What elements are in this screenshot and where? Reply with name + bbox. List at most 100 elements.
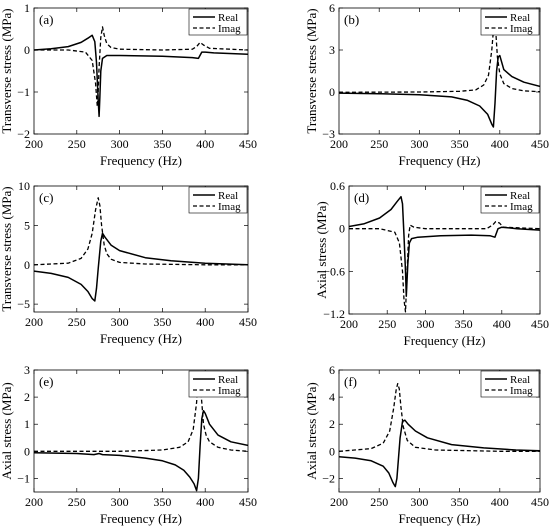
- chart-panel-3: 200 250 300 350 400 450 −5 0 5 10 (c) Frequency (Hz…: [0, 179, 257, 346]
- legend-box: [480, 8, 540, 36]
- legend-label-imag: Imag: [510, 385, 533, 397]
- x-axis-label: Frequency (Hz): [100, 153, 182, 168]
- y-tick-label: 4: [329, 390, 335, 404]
- x-tick-label: 400: [196, 315, 214, 329]
- x-tick-label: 200: [330, 137, 348, 151]
- series-line-imag: [349, 220, 540, 313]
- x-tick-label: 400: [196, 137, 214, 151]
- series-line-real: [339, 419, 540, 488]
- series-line-real: [34, 232, 248, 302]
- x-tick-label: 350: [153, 315, 171, 329]
- axes-frame: [33, 369, 249, 493]
- x-tick-label: 300: [410, 137, 428, 151]
- y-tick-label: −1.2: [323, 307, 345, 321]
- x-tick-label: 250: [378, 317, 396, 331]
- legend-box: [188, 8, 248, 36]
- legend-label-imag: Imag: [218, 385, 241, 397]
- y-tick-label: −3: [322, 127, 335, 141]
- y-tick-label: −1: [17, 85, 30, 99]
- legend-box: [480, 186, 540, 214]
- y-tick-label: 5: [24, 218, 30, 232]
- y-tick-label: 0: [329, 85, 335, 99]
- x-tick-label: 200: [330, 495, 348, 509]
- legend-label-real: Real: [510, 374, 530, 386]
- legend-label-real: Real: [510, 12, 530, 24]
- x-tick-label: 450: [239, 495, 257, 509]
- x-tick-label: 300: [416, 317, 434, 331]
- y-tick-label: 0: [329, 444, 335, 458]
- x-tick-label: 450: [239, 137, 257, 151]
- legend-label-imag: Imag: [218, 23, 241, 35]
- series-line-real: [34, 34, 248, 118]
- y-tick-label: 3: [329, 43, 335, 57]
- legend-label-real: Real: [218, 190, 238, 202]
- panel-label: (d): [354, 190, 369, 205]
- series-line-imag: [34, 372, 248, 452]
- x-tick-label: 300: [410, 495, 428, 509]
- x-tick-label: 300: [111, 137, 129, 151]
- y-tick-label: 2: [329, 417, 335, 431]
- x-tick-label: 400: [491, 137, 509, 151]
- y-axis-label: Transverse stress (MPa): [0, 186, 14, 311]
- axes-frame: [33, 185, 249, 313]
- panel-label: (a): [39, 12, 53, 27]
- chart-panel-1: 200 250 300 350 400 450 −2 −1 0 1 (a) Frequency (Hz…: [0, 1, 257, 168]
- x-tick-label: 350: [153, 137, 171, 151]
- legend-label-imag: Imag: [510, 201, 533, 213]
- axes-frame: [33, 7, 249, 135]
- panel-label: (b): [344, 12, 359, 27]
- chart-panel-2: 200 250 300 350 400 450 −3 0 3 6 (b) Frequency (Hz)…: [304, 1, 549, 168]
- x-tick-label: 200: [25, 315, 43, 329]
- legend-label-real: Real: [218, 12, 238, 24]
- x-tick-label: 200: [25, 495, 43, 509]
- x-tick-label: 450: [531, 137, 549, 151]
- y-tick-label: 0.6: [330, 179, 345, 193]
- y-tick-label: −0.6: [323, 264, 345, 278]
- y-axis-label: Axial stress (MPa): [0, 382, 14, 480]
- x-axis-label: Frequency (Hz): [404, 333, 486, 348]
- series-line-real: [349, 195, 540, 297]
- legend-box: [188, 370, 248, 398]
- series-line-real: [339, 54, 540, 128]
- x-axis-label: Frequency (Hz): [100, 511, 182, 526]
- series-line-imag: [34, 197, 248, 266]
- panel-label: (e): [39, 374, 53, 389]
- legend-label-imag: Imag: [510, 23, 533, 35]
- chart-panel-6: 200 250 300 350 400 450 −2 0 2 4 6 (f) Frequency (Hz…: [304, 363, 549, 526]
- x-tick-label: 300: [111, 495, 129, 509]
- axes-frame: [338, 7, 541, 135]
- series-line-imag: [34, 26, 248, 108]
- y-tick-label: −2: [17, 127, 30, 141]
- legend-box: [480, 370, 540, 398]
- y-tick-label: 0: [24, 43, 30, 57]
- chart-panel-4: 200 250 300 350 400 450 −1.2 −0.6 0 0.6 (d) Frequen…: [314, 179, 549, 348]
- x-tick-label: 450: [531, 495, 549, 509]
- legend-label-real: Real: [510, 190, 530, 202]
- x-tick-label: 400: [493, 317, 511, 331]
- x-tick-label: 350: [451, 495, 469, 509]
- y-tick-label: 6: [329, 363, 335, 377]
- x-tick-label: 250: [370, 137, 388, 151]
- x-tick-label: 250: [370, 495, 388, 509]
- x-axis-label: Frequency (Hz): [399, 511, 481, 526]
- legend-label-real: Real: [218, 374, 238, 386]
- panel-label: (f): [344, 374, 357, 389]
- y-tick-label: −5: [17, 297, 30, 311]
- y-axis-label: Transverse stress (MPa): [304, 8, 319, 133]
- legend-label-imag: Imag: [218, 201, 241, 213]
- x-tick-label: 200: [340, 317, 358, 331]
- axes-frame: [348, 185, 541, 315]
- x-tick-label: 450: [531, 317, 549, 331]
- axes-frame: [338, 369, 541, 493]
- y-tick-label: 1: [24, 417, 30, 431]
- y-tick-label: 6: [329, 1, 335, 15]
- y-tick-label: 0: [24, 258, 30, 272]
- x-tick-label: 200: [25, 137, 43, 151]
